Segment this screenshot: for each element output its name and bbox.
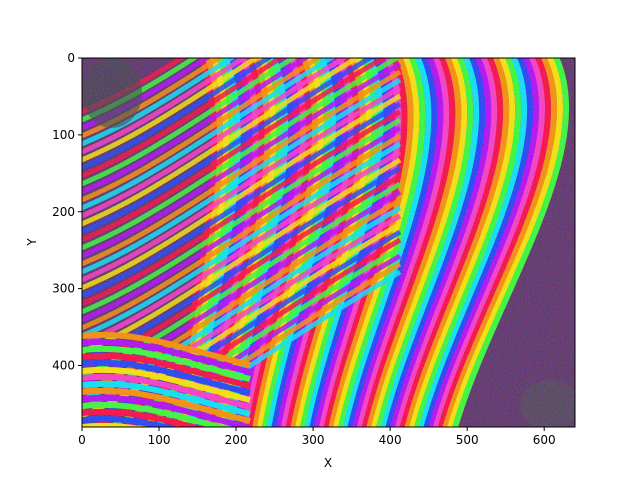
x-axis: 0 100 200 300 400 500 600 <box>78 427 556 447</box>
x-tick-label: 100 <box>148 433 171 447</box>
noise-overlay <box>82 58 575 427</box>
x-axis-label: X <box>324 456 332 470</box>
x-tick-label: 500 <box>456 433 479 447</box>
x-tick-label: 600 <box>533 433 556 447</box>
y-axis: 0 100 200 300 400 <box>52 51 82 373</box>
y-tick-label: 400 <box>52 359 75 373</box>
y-tick-label: 100 <box>52 128 75 142</box>
plot-area <box>81 57 576 428</box>
x-tick-label: 400 <box>379 433 402 447</box>
x-tick-label: 300 <box>302 433 325 447</box>
y-tick-label: 200 <box>52 205 75 219</box>
y-axis-label: Y <box>25 238 39 247</box>
y-tick-label: 0 <box>67 51 75 65</box>
plot-frame <box>81 57 576 428</box>
y-tick-label: 300 <box>52 282 75 296</box>
x-tick-label: 200 <box>225 433 248 447</box>
x-tick-label: 0 <box>78 433 86 447</box>
